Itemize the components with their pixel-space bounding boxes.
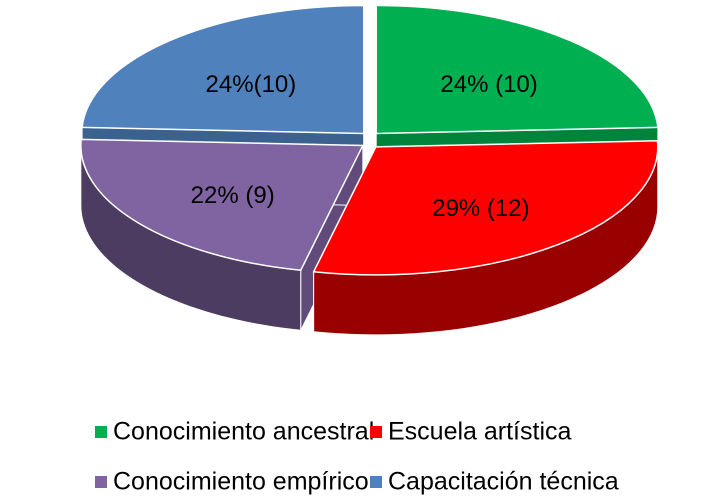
legend-swatch: [370, 426, 382, 438]
data-label: 29% (12): [432, 195, 529, 222]
legend-swatch: [370, 476, 382, 488]
legend-swatch: [95, 426, 107, 438]
slice-top: [81, 4, 365, 135]
data-label: 22% (9): [191, 182, 275, 209]
legend-label: Escuela artística: [388, 418, 572, 446]
legend-label: Conocimiento ancestral: [113, 418, 374, 446]
data-label: 24%(10): [206, 71, 297, 98]
slice-top: [375, 4, 659, 135]
legend-label: Capacitación técnica: [388, 468, 619, 496]
slice-top: [312, 140, 659, 276]
slice-top: [80, 138, 365, 272]
legend-label: Conocimiento empírico: [113, 468, 369, 496]
slice: [312, 140, 659, 336]
data-label: 24% (10): [440, 71, 537, 98]
legend-swatch: [95, 476, 107, 488]
